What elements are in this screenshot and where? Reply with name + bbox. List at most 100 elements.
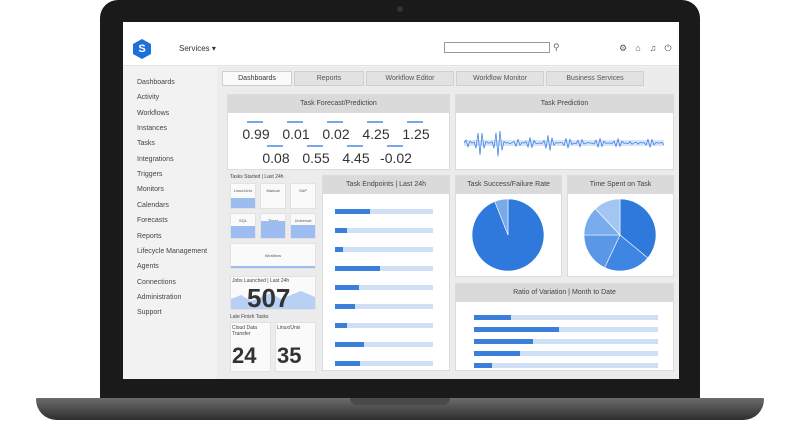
pie-slice xyxy=(604,234,649,272)
sidebar-item-support[interactable]: Support xyxy=(137,309,162,316)
sidebar-item-calendars[interactable]: Calendars xyxy=(137,202,169,209)
home-icon[interactable]: ⌂ xyxy=(635,43,641,53)
late-finish-title: Late Finish Tasks xyxy=(230,314,269,320)
pie-slice xyxy=(594,198,621,236)
forecast-title: Task Forecast/Prediction xyxy=(228,95,449,113)
sidebar-item-dashboards[interactable]: Dashboards xyxy=(137,79,175,86)
late-finish-linux-label: Linux/Unix xyxy=(277,325,301,331)
forecast-value: 1.25 xyxy=(402,126,430,142)
forecast-panel: Task Forecast/Prediction 0.99 0.01 0.02 … xyxy=(227,94,450,170)
prediction-sparkline xyxy=(463,130,665,157)
top-bar: S Services ▾ ⚲ ⚙ ⌂ ♫ ⏻ xyxy=(123,22,679,66)
stonebranch-logo[interactable]: S xyxy=(133,39,151,59)
tile-fill xyxy=(231,265,315,268)
bar-fill xyxy=(335,228,347,233)
tab-workflow-editor[interactable]: Workflow Editor xyxy=(366,71,454,86)
bar-fill xyxy=(335,323,347,328)
sidebar-item-integrations[interactable]: Integrations xyxy=(137,156,174,163)
sidebar-item-instances[interactable]: Instances xyxy=(137,125,167,132)
forecast-value: 0.02 xyxy=(322,126,350,142)
search-icon[interactable]: ⚲ xyxy=(553,42,560,52)
forecast-value: -0.02 xyxy=(380,150,412,166)
bar-track xyxy=(335,304,433,309)
sidebar-item-workflows[interactable]: Workflows xyxy=(137,110,170,117)
bar-track xyxy=(335,285,433,290)
tile-timer[interactable]: Timer xyxy=(260,213,286,239)
tile-manual[interactable]: Manual xyxy=(260,183,286,209)
tab-business-services[interactable]: Business Services xyxy=(546,71,644,86)
search-input[interactable] xyxy=(444,42,550,53)
sidebar-item-monitors[interactable]: Monitors xyxy=(137,186,164,193)
prediction-panel: Task Prediction xyxy=(455,94,674,170)
forecast-value: 0.08 xyxy=(262,150,290,166)
bar-fill xyxy=(335,361,361,366)
bar-track xyxy=(335,342,433,347)
tab-dashboards[interactable]: Dashboards xyxy=(222,71,292,86)
success-title: Task Success/Failure Rate xyxy=(456,176,561,194)
bar-track xyxy=(335,209,433,214)
prediction-line xyxy=(463,130,665,157)
tile-fill xyxy=(291,224,315,238)
laptop-notch xyxy=(350,398,450,405)
bar-track xyxy=(474,327,658,332)
sidebar-item-activity[interactable]: Activity xyxy=(137,94,160,101)
gear-icon[interactable]: ⚙ xyxy=(618,43,628,53)
sidebar: Dashboards Activity Workflows Instances … xyxy=(123,67,217,379)
endpoints-title: Task Endpoints | Last 24h xyxy=(323,176,449,194)
sidebar-item-triggers[interactable]: Triggers xyxy=(137,171,163,178)
sidebar-item-administration[interactable]: Administration xyxy=(137,294,182,301)
power-icon[interactable]: ⏻ xyxy=(664,43,672,53)
tasks-started-title: Tasks Started | Last 24h xyxy=(230,174,284,180)
sidebar-item-lifecycle-management[interactable]: Lifecycle Management xyxy=(137,248,208,255)
sidebar-item-connections[interactable]: Connections xyxy=(137,279,176,286)
bar-track xyxy=(474,339,658,344)
success-panel: Task Success/Failure Rate xyxy=(455,175,562,277)
bar-fill xyxy=(335,285,359,290)
bar-fill xyxy=(474,351,520,356)
tile-sap[interactable]: SAP xyxy=(290,183,316,209)
pie-slice xyxy=(494,198,509,236)
tile-sql[interactable]: SQL xyxy=(230,213,256,239)
bar-track xyxy=(335,247,433,252)
tile-linux-unix[interactable]: Linux/Unix xyxy=(230,183,256,209)
bar-fill xyxy=(335,247,343,252)
bar-track xyxy=(335,266,433,271)
tile-universal[interactable]: Universal xyxy=(290,213,316,239)
tab-reports[interactable]: Reports xyxy=(294,71,364,86)
prediction-title: Task Prediction xyxy=(456,95,673,113)
services-menu[interactable]: Services ▾ xyxy=(179,44,216,53)
tile-workflow[interactable]: Workflow xyxy=(230,243,316,269)
bar-fill xyxy=(335,266,381,271)
bar-fill xyxy=(335,304,355,309)
time-spent-title: Time Spent on Task xyxy=(568,176,673,194)
bell-icon[interactable]: ♫ xyxy=(649,43,657,53)
screen: S Services ▾ ⚲ ⚙ ⌂ ♫ ⏻ Dashboards Activi… xyxy=(123,22,679,379)
endpoints-panel: Task Endpoints | Last 24h xyxy=(322,175,450,371)
forecast-value: 0.99 xyxy=(242,126,270,142)
late-finish-cloud-value: 24 xyxy=(232,343,257,368)
pie-slice xyxy=(619,198,657,259)
main-area: Dashboards Reports Workflow Editor Workf… xyxy=(217,67,679,379)
prediction-band xyxy=(464,140,664,146)
jobs-launched-value: 507 xyxy=(247,283,291,313)
bar-track xyxy=(474,363,658,368)
sidebar-item-forecasts[interactable]: Forecasts xyxy=(137,217,168,224)
jobs-launched-title: Jobs Launched | Last 24h xyxy=(232,278,290,284)
variation-title: Ratio of Variation | Month to Date xyxy=(456,284,673,302)
late-finish-linux xyxy=(275,322,316,372)
tile-fill xyxy=(231,198,255,208)
sidebar-item-agents[interactable]: Agents xyxy=(137,263,159,270)
bar-track xyxy=(335,323,433,328)
sidebar-item-tasks[interactable]: Tasks xyxy=(137,140,155,147)
forecast-value: 0.55 xyxy=(302,150,330,166)
bar-track xyxy=(474,351,658,356)
laptop-camera xyxy=(397,6,403,12)
pie-slice xyxy=(583,234,621,268)
tab-workflow-monitor[interactable]: Workflow Monitor xyxy=(456,71,544,86)
variation-panel: Ratio of Variation | Month to Date xyxy=(455,283,674,371)
bar-track xyxy=(335,361,433,366)
jobs-launched-area xyxy=(231,291,315,309)
bar-fill xyxy=(474,339,533,344)
bar-fill xyxy=(474,315,511,320)
sidebar-item-reports[interactable]: Reports xyxy=(137,233,162,240)
